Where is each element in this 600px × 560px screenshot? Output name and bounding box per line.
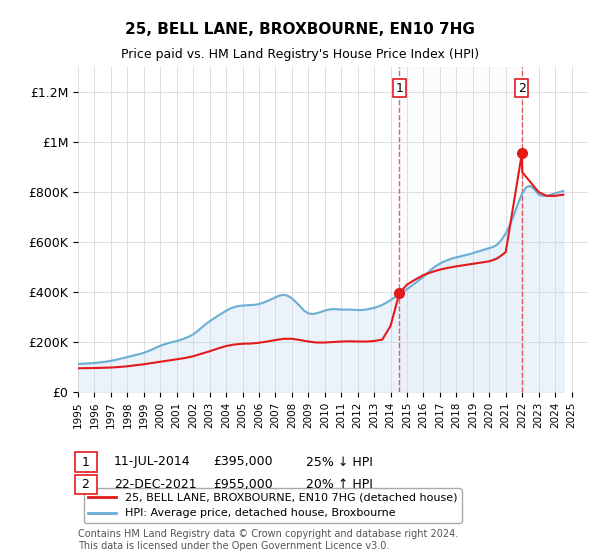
Text: 25, BELL LANE, BROXBOURNE, EN10 7HG: 25, BELL LANE, BROXBOURNE, EN10 7HG	[125, 22, 475, 38]
Text: 20% ↑ HPI: 20% ↑ HPI	[306, 478, 373, 491]
Text: 2: 2	[518, 82, 526, 95]
Text: 1: 1	[78, 455, 94, 469]
Legend: 25, BELL LANE, BROXBOURNE, EN10 7HG (detached house), HPI: Average price, detach: 25, BELL LANE, BROXBOURNE, EN10 7HG (det…	[83, 488, 461, 523]
Text: 11-JUL-2014: 11-JUL-2014	[114, 455, 191, 469]
Text: 2: 2	[78, 478, 94, 491]
Text: Price paid vs. HM Land Registry's House Price Index (HPI): Price paid vs. HM Land Registry's House …	[121, 48, 479, 60]
Text: Contains HM Land Registry data © Crown copyright and database right 2024.
This d: Contains HM Land Registry data © Crown c…	[78, 529, 458, 551]
Text: 1: 1	[395, 82, 403, 95]
Bar	[399, 67, 522, 392]
Text: 22-DEC-2021: 22-DEC-2021	[114, 478, 197, 491]
Text: £395,000: £395,000	[213, 455, 272, 469]
Text: £955,000: £955,000	[213, 478, 273, 491]
Text: 25% ↓ HPI: 25% ↓ HPI	[306, 455, 373, 469]
